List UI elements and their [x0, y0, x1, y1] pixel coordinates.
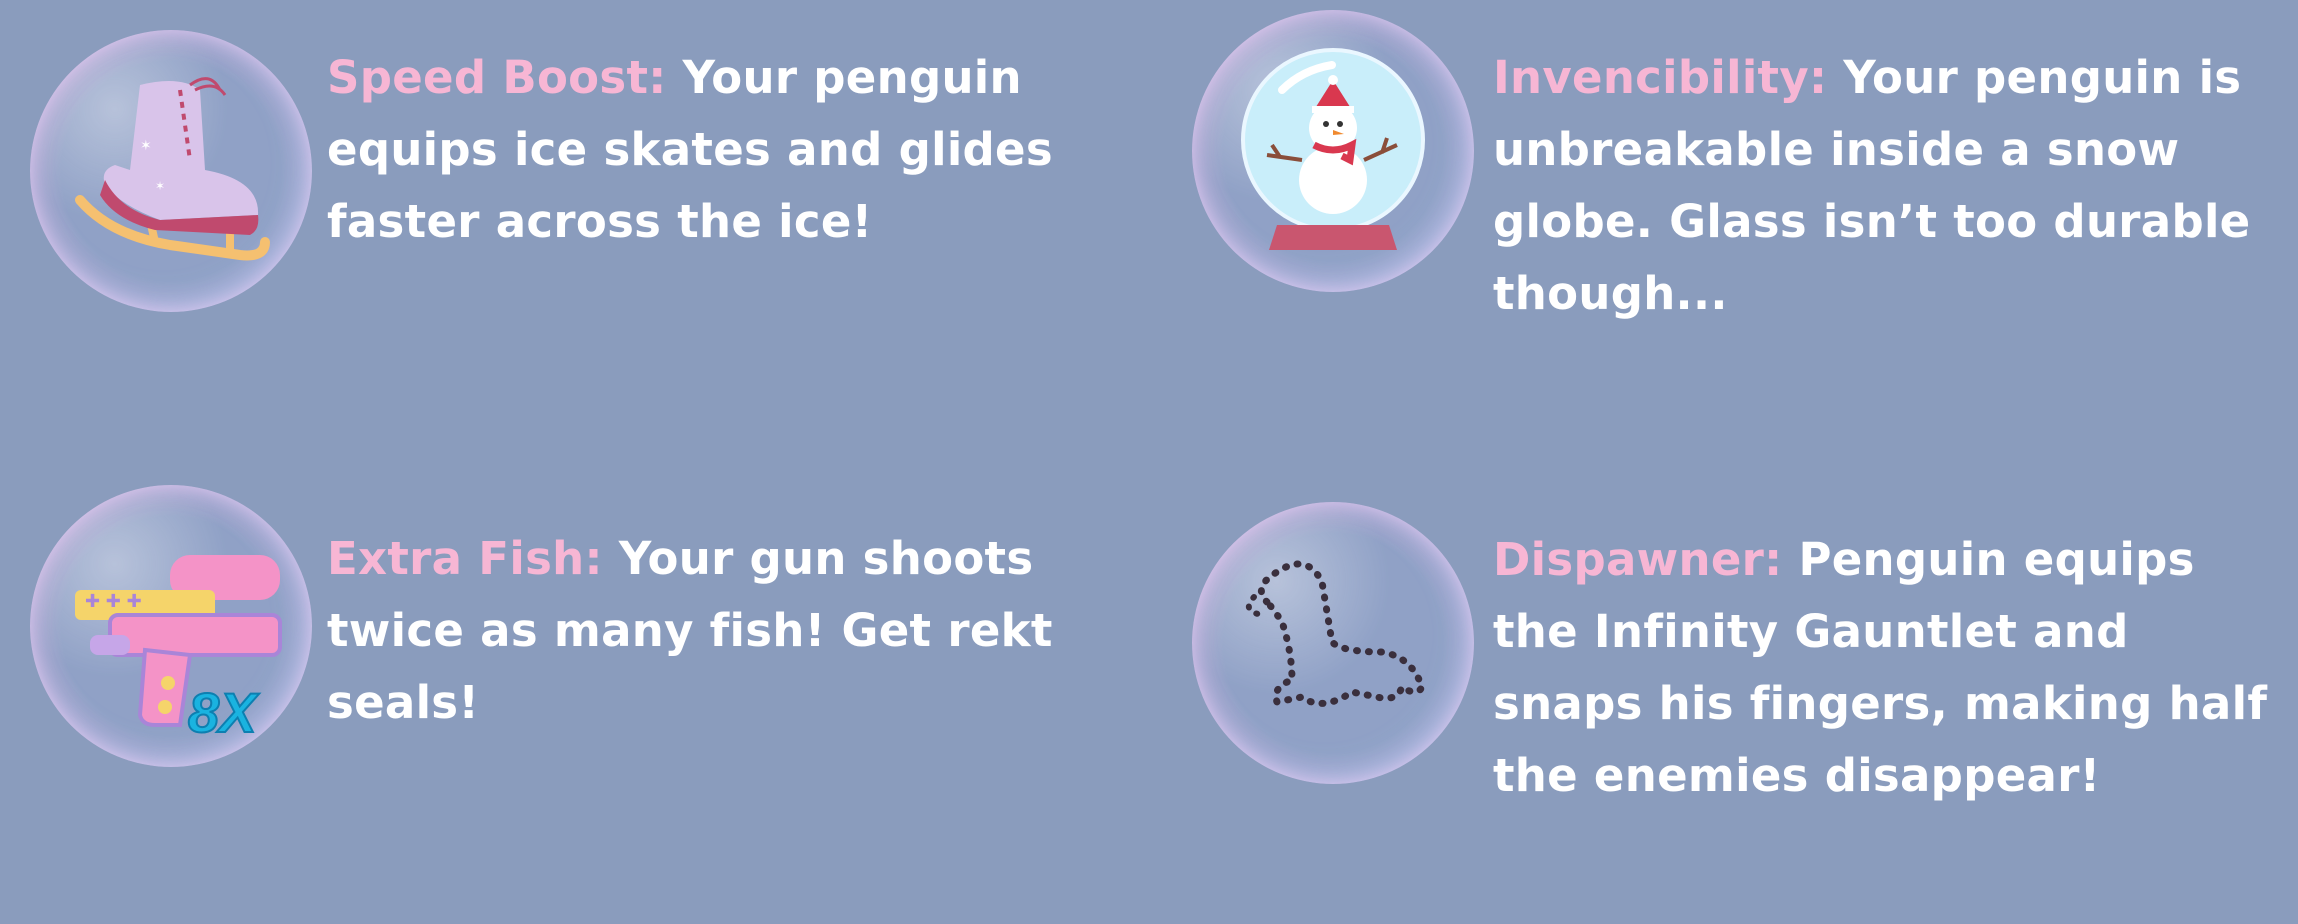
- bubble: [1192, 502, 1474, 784]
- dotted-seal-icon: [1245, 560, 1426, 707]
- powerup-title: Extra Fish:: [327, 532, 603, 585]
- powerup-description: Dispawner: Penguin equips the Infinity G…: [1493, 524, 2293, 812]
- powerup-title: Invencibility:: [1493, 51, 1828, 104]
- powerup-text: Penguin equips the Infinity Gauntlet and…: [1493, 533, 2268, 802]
- powerup-speed-boost: ✶ ✶ Speed Boost: Your penguin equips ice…: [0, 0, 1150, 400]
- powerup-invencibility: Invencibility: Your penguin is unbreakab…: [1150, 0, 2298, 400]
- bubble: ✚ ✚ ✚ 8X: [30, 485, 312, 767]
- powerup-title: Dispawner:: [1493, 533, 1783, 586]
- powerup-description: Invencibility: Your penguin is unbreakab…: [1493, 42, 2293, 330]
- powerup-description: Extra Fish: Your gun shoots twice as man…: [327, 523, 1127, 739]
- snow-globe-icon: [1241, 48, 1425, 250]
- bubble: [1192, 10, 1474, 292]
- water-gun-icon: ✚ ✚ ✚: [75, 555, 282, 727]
- powerup-text: Your penguin is unbreakable inside a sno…: [1493, 51, 2251, 320]
- svg-text:✚ ✚ ✚: ✚ ✚ ✚: [85, 591, 142, 612]
- powerup-extra-fish: ✚ ✚ ✚ 8X Extra Fish: Your gun shoots twi…: [0, 460, 1150, 860]
- powerup-description: Speed Boost: Your penguin equips ice ska…: [327, 42, 1127, 258]
- powerup-dispawner: Dispawner: Penguin equips the Infinity G…: [1150, 460, 2298, 924]
- multiplier-badge: 8X: [187, 680, 257, 745]
- ice-skate-icon: ✶ ✶: [75, 77, 270, 261]
- svg-text:✶: ✶: [140, 138, 152, 154]
- powerup-title: Speed Boost:: [327, 51, 667, 104]
- powerup-text: Your penguin equips ice skates and glide…: [327, 51, 1053, 248]
- bubble: ✶ ✶: [30, 30, 312, 312]
- powerup-text: Your gun shoots twice as many fish! Get …: [327, 532, 1053, 729]
- svg-text:✶: ✶: [155, 179, 165, 193]
